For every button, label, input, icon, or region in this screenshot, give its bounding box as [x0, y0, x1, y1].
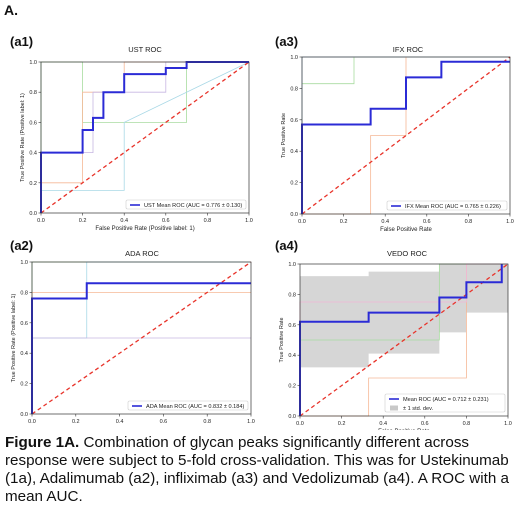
x-tick-label: 0.6: [421, 421, 429, 427]
y-tick-label: 0.0: [29, 211, 37, 217]
x-tick-label: 0.0: [298, 219, 306, 225]
legend-entry: Mean ROC (AUC = 0.712 ± 0.231): [403, 397, 489, 403]
caption-text: Combination of glycan peaks significantl…: [5, 434, 509, 505]
x-tick-label: 0.2: [72, 419, 80, 425]
legend-box: [384, 393, 506, 413]
roc-panel-3: (a2) ADA ROC 0.0 0.2 0.4 0.6 0.8 1.0 0.0 0.2 0.4 0.…: [10, 238, 255, 425]
legend-box: [125, 199, 247, 210]
panel-label: (a3): [275, 34, 298, 49]
y-axis-label: True Positive Rate: [279, 317, 285, 362]
chart-title: ADA ROC: [125, 249, 159, 258]
x-tick-label: 0.8: [463, 421, 471, 427]
x-tick-label: 1.0: [504, 421, 512, 427]
x-tick-label: 0.4: [116, 419, 124, 425]
y-axis-label: True Positive Rate: [281, 113, 287, 158]
x-tick-label: 0.8: [465, 219, 473, 225]
x-tick-label: 1.0: [245, 218, 253, 224]
panel-label: (a1): [10, 34, 33, 49]
y-tick-label: 0.0: [288, 414, 296, 420]
x-axis-label: False Positive Rate: [378, 429, 430, 430]
chart-title: IFX ROC: [393, 45, 424, 54]
y-tick-label: 0.4: [290, 149, 298, 155]
y-tick-label: 0.2: [290, 181, 298, 187]
x-axis-label: False Positive Rate (Positive label: 1): [95, 226, 194, 232]
y-tick-label: 0.0: [290, 212, 298, 218]
x-tick-label: 0.2: [340, 219, 348, 225]
y-tick-label: 0.4: [20, 351, 28, 357]
legend-entry: IFX Mean ROC (AUC = 0.765 ± 0.226): [405, 204, 501, 210]
figure-label: A.: [4, 2, 18, 18]
panel-label: (a2): [10, 238, 33, 253]
y-tick-label: 0.2: [29, 181, 37, 187]
x-tick-label: 0.4: [379, 421, 387, 427]
mean-roc-curve: [299, 264, 503, 416]
x-tick-label: 0.6: [162, 218, 170, 224]
y-tick-label: 0.4: [288, 353, 296, 359]
x-tick-label: 0.8: [204, 218, 212, 224]
mean-roc-curve: [31, 282, 251, 414]
y-tick-label: 1.0: [288, 262, 296, 268]
x-tick-label: 0.8: [203, 419, 211, 425]
y-tick-label: 0.8: [290, 86, 298, 92]
chance-line: [301, 56, 511, 215]
x-tick-label: 0.4: [381, 219, 389, 225]
panel-label: (a4): [275, 238, 298, 253]
y-tick-label: 0.6: [288, 323, 296, 329]
roc-panel-4: (a4) VEDO ROC 0.0 0.2 0.4 0.6 0.8 1.0 0.0 0.2 0.4 0…: [275, 238, 512, 430]
x-tick-label: 1.0: [506, 219, 514, 225]
chance-line: [299, 263, 509, 417]
plot-frame: [40, 61, 250, 214]
x-tick-label: 0.2: [338, 421, 346, 427]
legend-entry: ± 1 std. dev.: [403, 406, 433, 412]
y-tick-label: 0.4: [29, 151, 37, 157]
y-tick-label: 0.6: [290, 118, 298, 124]
y-tick-label: 0.0: [20, 412, 28, 418]
legend-entry: ADA Mean ROC (AUC = 0.832 ± 0.184): [146, 404, 245, 410]
std-dev-band: [300, 264, 508, 368]
x-tick-label: 0.0: [296, 421, 304, 427]
y-tick-label: 0.6: [20, 321, 28, 327]
y-tick-label: 0.2: [20, 382, 28, 388]
chart-title: UST ROC: [128, 45, 162, 54]
mean-roc-curve: [40, 61, 249, 213]
y-tick-label: 1.0: [20, 260, 28, 266]
plot-frame: [301, 56, 511, 215]
chance-line: [31, 261, 252, 415]
y-tick-label: 0.2: [288, 384, 296, 390]
legend-box: [386, 200, 508, 211]
legend-entry: UST Mean ROC (AUC = 0.776 ± 0.130): [144, 203, 242, 209]
y-tick-label: 1.0: [29, 60, 37, 66]
x-tick-label: 0.0: [37, 218, 45, 224]
legend-box: [127, 400, 249, 411]
y-axis-label: True Positive Rate (Positive label: 1): [20, 93, 26, 182]
chart-title: VEDO ROC: [387, 249, 428, 258]
y-tick-label: 0.8: [20, 290, 28, 296]
roc-panel-2: (a3) IFX ROC 0.0 0.2 0.4 0.6 0.8 1.0 0.0 0.2 0.4 0.…: [275, 34, 514, 233]
x-tick-label: 0.6: [423, 219, 431, 225]
x-tick-label: 1.0: [247, 419, 255, 425]
plot-frame: [299, 263, 509, 417]
plot-frame: [31, 261, 252, 415]
caption-prefix: Figure 1A.: [5, 434, 80, 451]
x-axis-label: False Positive Rate: [380, 227, 432, 233]
roc-figure: A. (a1) UST ROC 0.0 0.2 0.4 0.6 0.8 1.0 0.0 0.2 0.…: [4, 2, 514, 430]
x-tick-label: 0.4: [120, 218, 128, 224]
roc-panel-1: (a1) UST ROC 0.0 0.2 0.4 0.6 0.8 1.0 0.0 0.2 0.4 0.…: [10, 34, 253, 232]
y-tick-label: 1.0: [290, 55, 298, 61]
mean-roc-curve: [301, 60, 510, 214]
y-tick-label: 0.8: [29, 90, 37, 96]
y-tick-label: 0.6: [29, 120, 37, 126]
x-tick-label: 0.0: [28, 419, 36, 425]
chance-line: [40, 61, 250, 214]
x-tick-label: 0.6: [160, 419, 168, 425]
figure-caption: Figure 1A. Combination of glycan peaks s…: [5, 434, 517, 506]
fold-roc-curve-2: [31, 291, 251, 414]
y-tick-label: 0.8: [288, 292, 296, 298]
x-tick-label: 0.2: [79, 218, 87, 224]
y-axis-label: True Positive Rate (Positive label: 1): [11, 293, 17, 382]
legend-swatch-band: [390, 405, 398, 411]
